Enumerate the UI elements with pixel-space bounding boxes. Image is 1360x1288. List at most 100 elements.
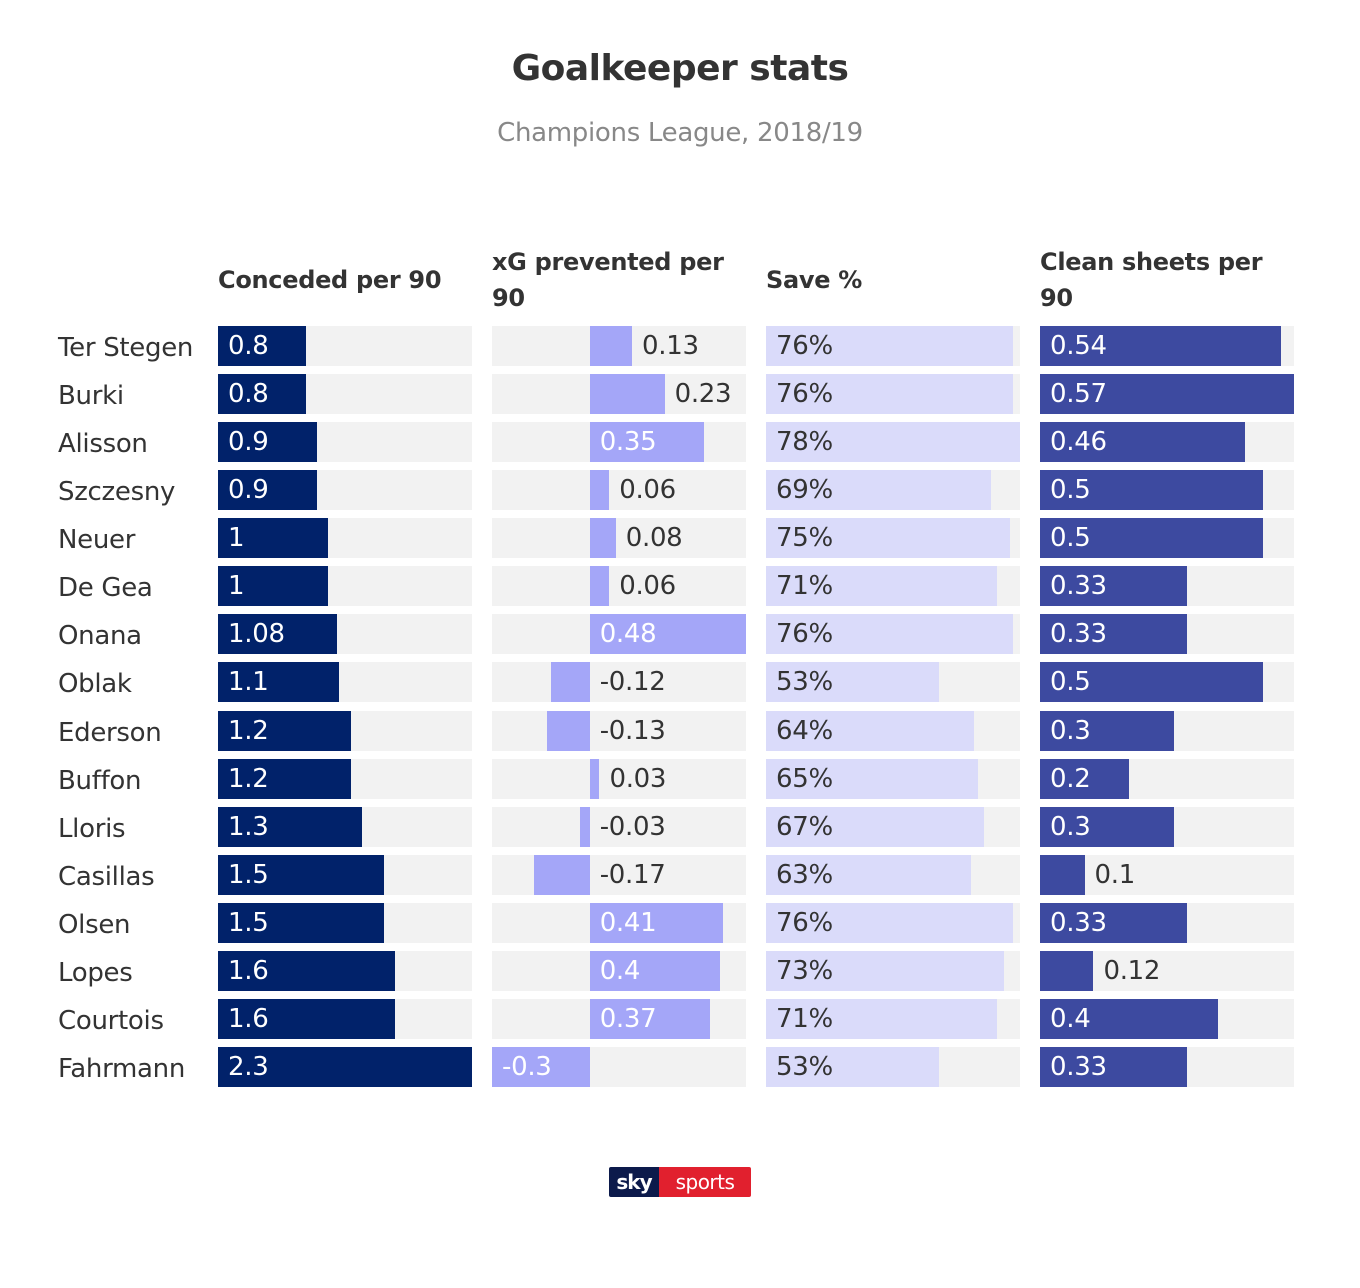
bar-xg-prevented bbox=[492, 1047, 590, 1087]
bar-clean-sheets bbox=[1040, 759, 1130, 799]
value-label: 0.5 bbox=[1050, 523, 1091, 553]
bar-track-clean-sheets: 0.5 bbox=[1040, 518, 1294, 558]
bar-xg-prevented bbox=[579, 807, 590, 847]
value-label: -0.3 bbox=[502, 1052, 552, 1082]
bar-track-conceded: 1.08 bbox=[218, 614, 472, 654]
value-label: 0.1 bbox=[1094, 860, 1136, 890]
bar-track-conceded: 1.2 bbox=[218, 711, 472, 751]
bar-xg-prevented bbox=[589, 470, 610, 510]
value-label: -0.13 bbox=[599, 716, 666, 746]
value-label: 0.57 bbox=[1050, 379, 1107, 409]
bar-save-pct bbox=[766, 374, 1014, 414]
bar-clean-sheets bbox=[1040, 903, 1188, 943]
value-label: 0.4 bbox=[1050, 1004, 1091, 1034]
bar-xg-prevented bbox=[589, 518, 616, 558]
value-label: 71% bbox=[776, 1004, 833, 1034]
bar-track-conceded: 0.9 bbox=[218, 422, 472, 462]
bar-xg-prevented bbox=[589, 951, 720, 991]
bar-track-save-pct: 75% bbox=[766, 518, 1020, 558]
bar-xg-prevented bbox=[534, 855, 590, 895]
bar-track-xg-prevented: 0.23 bbox=[492, 374, 746, 414]
bar-conceded bbox=[218, 326, 307, 366]
bar-xg-prevented bbox=[589, 999, 711, 1039]
value-label: 1.2 bbox=[228, 764, 269, 794]
bar-save-pct bbox=[766, 759, 978, 799]
bar-track-save-pct: 53% bbox=[766, 1047, 1020, 1087]
bar-clean-sheets bbox=[1040, 374, 1294, 414]
column-header-save-pct: Save % bbox=[766, 266, 863, 294]
value-label: 1.08 bbox=[228, 619, 285, 649]
bar-track-xg-prevented: 0.03 bbox=[492, 759, 746, 799]
value-label: 0.5 bbox=[1050, 475, 1091, 505]
value-label: 0.35 bbox=[599, 427, 657, 457]
goalkeeper-name: Onana bbox=[58, 621, 142, 651]
bar-track-save-pct: 76% bbox=[766, 903, 1020, 943]
chart-subtitle: Champions League, 2018/19 bbox=[497, 118, 863, 148]
bar-track-save-pct: 78% bbox=[766, 422, 1020, 462]
value-label: 0.33 bbox=[1050, 571, 1107, 601]
value-label: 0.06 bbox=[619, 571, 676, 601]
bar-save-pct bbox=[766, 807, 985, 847]
bar-conceded bbox=[218, 422, 318, 462]
value-label: -0.03 bbox=[599, 812, 666, 842]
bar-save-pct bbox=[766, 470, 991, 510]
value-label: 78% bbox=[776, 427, 833, 457]
bar-track-conceded: 1 bbox=[218, 518, 472, 558]
value-label: 65% bbox=[776, 764, 833, 794]
bar-conceded bbox=[218, 566, 329, 606]
bar-track-xg-prevented: -0.13 bbox=[492, 711, 746, 751]
bar-track-xg-prevented: -0.17 bbox=[492, 855, 746, 895]
bar-save-pct bbox=[766, 662, 939, 702]
bar-track-clean-sheets: 0.5 bbox=[1040, 470, 1294, 510]
value-label: 0.46 bbox=[1050, 427, 1107, 457]
value-label: 0.9 bbox=[228, 427, 269, 457]
bar-clean-sheets bbox=[1040, 951, 1094, 991]
value-label: 1.6 bbox=[228, 956, 269, 986]
bar-clean-sheets bbox=[1040, 662, 1263, 702]
value-label: 76% bbox=[776, 331, 833, 361]
bar-conceded bbox=[218, 999, 395, 1039]
bar-xg-prevented bbox=[550, 662, 590, 702]
bar-track-conceded: 1.1 bbox=[218, 662, 472, 702]
bar-save-pct bbox=[766, 903, 1014, 943]
value-label: 0.3 bbox=[1050, 716, 1091, 746]
bar-clean-sheets bbox=[1040, 807, 1174, 847]
bar-conceded bbox=[218, 662, 340, 702]
value-label: 1.5 bbox=[228, 860, 269, 890]
bar-track-xg-prevented: -0.03 bbox=[492, 807, 746, 847]
value-label: -0.12 bbox=[599, 667, 666, 697]
bar-track-save-pct: 76% bbox=[766, 326, 1020, 366]
bar-track-clean-sheets: 0.57 bbox=[1040, 374, 1294, 414]
bar-clean-sheets bbox=[1040, 855, 1085, 895]
bar-clean-sheets bbox=[1040, 566, 1188, 606]
bar-track-conceded: 0.8 bbox=[218, 326, 472, 366]
bar-clean-sheets bbox=[1040, 518, 1263, 558]
bar-track-xg-prevented: 0.06 bbox=[492, 566, 746, 606]
bar-save-pct bbox=[766, 326, 1014, 366]
value-label: 0.3 bbox=[1050, 812, 1091, 842]
bar-track-conceded: 1.2 bbox=[218, 759, 472, 799]
bar-track-xg-prevented: 0.41 bbox=[492, 903, 746, 943]
value-label: 0.08 bbox=[625, 523, 683, 553]
bar-clean-sheets bbox=[1040, 470, 1263, 510]
bar-track-save-pct: 65% bbox=[766, 759, 1020, 799]
bar-track-xg-prevented: 0.48 bbox=[492, 614, 746, 654]
column-header-clean-sheets: Clean sheets per 90 bbox=[1040, 248, 1263, 312]
goalkeeper-name: Courtois bbox=[58, 1006, 164, 1036]
bar-conceded bbox=[218, 518, 329, 558]
value-label: 67% bbox=[776, 812, 833, 842]
chart-title: Goalkeeper stats bbox=[511, 48, 849, 89]
bar-track-save-pct: 71% bbox=[766, 999, 1020, 1039]
bar-conceded bbox=[218, 903, 384, 943]
bar-xg-prevented bbox=[589, 566, 610, 606]
bar-xg-prevented bbox=[589, 903, 724, 943]
bar-conceded bbox=[218, 855, 384, 895]
value-label: 0.41 bbox=[599, 908, 657, 938]
value-label: 0.03 bbox=[609, 764, 667, 794]
value-label: 0.48 bbox=[599, 619, 657, 649]
bar-conceded bbox=[218, 470, 318, 510]
value-label: 1 bbox=[228, 571, 245, 601]
value-label: 0.33 bbox=[1050, 619, 1107, 649]
bar-track-clean-sheets: 0.3 bbox=[1040, 807, 1294, 847]
bar-track-xg-prevented: -0.12 bbox=[492, 662, 746, 702]
